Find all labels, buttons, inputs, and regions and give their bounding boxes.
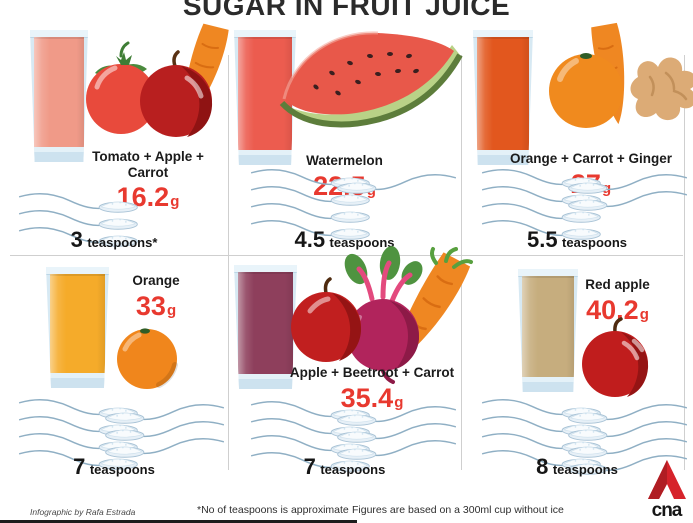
- page-title: SUGAR IN FRUIT JUICE: [182, 0, 511, 21]
- spoon-rack-right: [562, 172, 692, 211]
- spoon-rack-right: [331, 404, 461, 460]
- sugar-spoon-icon: [568, 404, 688, 424]
- footnote-teaspoons: *No of teaspoons is approximate: [197, 504, 349, 516]
- teaspoons-label: 4.5 teaspoons: [294, 227, 395, 252]
- sugar-spoon-icon: [481, 220, 601, 240]
- sugar-spoon-icon: [481, 203, 601, 223]
- sugar-spoon-icon: [568, 174, 688, 194]
- panel-label: Orange 33g: [90, 273, 222, 322]
- teaspoons-label: 3 teaspoons*: [70, 227, 158, 252]
- sugar-spoon-icon: [18, 210, 138, 230]
- sugar-spoon-icon: [250, 452, 370, 472]
- juice-glass: [518, 269, 578, 392]
- panel-label: Apple + Beetroot + Carrot 35.4g: [283, 365, 461, 414]
- credit-text: Infographic by Rafa Estrada: [30, 507, 136, 517]
- sugar-spoon-icon: [568, 438, 688, 458]
- spoon-rack-left: [14, 191, 144, 247]
- juice-glass: [30, 30, 88, 162]
- cna-logo: cna: [648, 460, 686, 520]
- panel-label: Red apple 40.2g: [546, 277, 689, 326]
- juice-glass: [46, 267, 109, 388]
- teaspoons-label: 5.5 teaspoons: [526, 227, 628, 252]
- sugar-spoon-icon: [337, 440, 457, 460]
- svg-text:cna: cna: [652, 500, 683, 520]
- spoon-rack-right: [99, 402, 229, 458]
- juice-name: Tomato + Apple + Carrot: [92, 149, 204, 180]
- column-divider: [228, 55, 229, 470]
- sugar-spoon-icon: [250, 186, 370, 206]
- teaspoons-label: 8 teaspoons: [536, 454, 618, 479]
- sugar-spoon-icon: [105, 404, 225, 424]
- panel-orange: Orange 33g 7 teaspoons: [0, 255, 228, 485]
- panel-tomato-apple-carrot: Tomato + Apple + Carrot 16.2g 3 teaspoon…: [0, 23, 229, 255]
- apple-beetroot-carrot-icon: [291, 246, 473, 384]
- spoon-rack-right: [562, 402, 692, 475]
- juice-name: Watermelon: [306, 153, 383, 168]
- juice-name: Red apple: [585, 277, 650, 292]
- row-divider: [10, 255, 683, 256]
- bottom-edge-bar: [0, 520, 357, 523]
- sugar-spoon-icon: [250, 203, 370, 223]
- juice-name: Orange: [132, 273, 180, 288]
- sugar-spoon-icon: [105, 421, 225, 441]
- footnote-basis: Figures are based on a 300ml cup without…: [352, 504, 564, 516]
- panel-red-apple: Red apple 40.2g 8 teaspoons: [461, 255, 693, 485]
- panel-apple-beetroot-carrot: Apple + Beetroot + Carrot 35.4g 7 teaspo…: [228, 246, 473, 485]
- sugar-spoon-icon: [568, 191, 688, 211]
- sugar-spoon-icon: [18, 193, 138, 213]
- sugar-grams: 33g: [135, 290, 177, 321]
- orange-icon: [117, 328, 178, 389]
- sugar-spoon-icon: [250, 220, 370, 240]
- teaspoons-label: 7 teaspoons: [303, 454, 386, 479]
- sugar-spoon-icon: [337, 406, 457, 426]
- juice-name: Orange + Carrot + Ginger: [509, 151, 673, 166]
- sugar-grams: 35.4g: [340, 382, 404, 413]
- sugar-spoon-icon: [568, 421, 688, 441]
- teaspoons-label: 7 teaspoons: [73, 454, 155, 479]
- apple-icon: [582, 317, 649, 397]
- sugar-spoon-icon: [337, 423, 457, 443]
- watermelon-icon: [279, 31, 463, 128]
- column-divider: [684, 55, 685, 470]
- panel-watermelon: Watermelon 22.5g 4.5 teaspoons: [228, 25, 463, 255]
- juice-name: Apple + Beetroot + Carrot: [289, 365, 455, 380]
- juice-glass: [473, 30, 533, 165]
- sugar-grams: 40.2g: [586, 294, 649, 325]
- sugar-spoon-icon: [105, 438, 225, 458]
- juice-glass: [234, 265, 297, 389]
- orange-carrot-ginger-icon: [549, 22, 693, 128]
- sugar-spoon-icon: [337, 174, 457, 194]
- sugar-spoon-icon: [18, 227, 138, 247]
- panel-orange-carrot-ginger: Orange + Carrot + Ginger 27g 5.5 teaspoo…: [461, 22, 693, 255]
- sugar-spoon-icon: [568, 455, 688, 475]
- tomato-apple-carrot-icon: [86, 23, 229, 137]
- spoon-rack-right: [331, 172, 461, 194]
- sugar-spoon-icon: [18, 450, 138, 470]
